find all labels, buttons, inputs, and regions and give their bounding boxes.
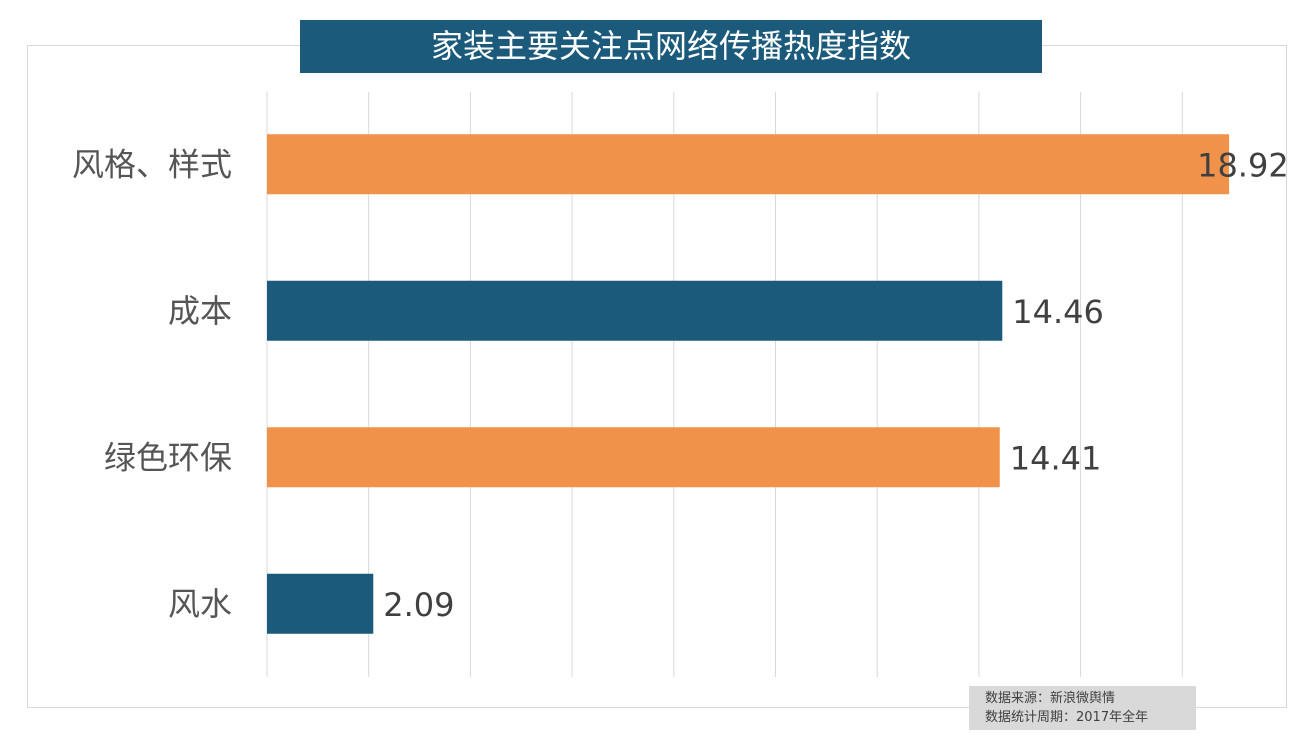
category-label: 绿色环保 xyxy=(104,438,232,476)
source-line: 数据来源：新浪微舆情 xyxy=(985,691,1116,706)
category-label: 风格、样式 xyxy=(72,145,232,183)
category-label: 风水 xyxy=(168,585,232,623)
source-note: 数据来源：新浪微舆情 数据统计周期：2017年全年 xyxy=(969,686,1196,730)
data-label: 14.41 xyxy=(1010,439,1102,477)
bar-2 xyxy=(267,280,1003,341)
period-line: 数据统计周期：2017年全年 xyxy=(985,710,1149,725)
data-label: 14.46 xyxy=(1012,293,1104,331)
bar-1 xyxy=(267,134,1230,195)
data-label: 18.92 xyxy=(1197,146,1289,184)
category-label: 成本 xyxy=(168,292,232,330)
bar-4 xyxy=(267,573,374,634)
chart-title: 家装主要关注点网络传播热度指数 xyxy=(300,20,1042,73)
data-label: 2.09 xyxy=(383,586,454,624)
bar-3 xyxy=(267,427,1000,488)
